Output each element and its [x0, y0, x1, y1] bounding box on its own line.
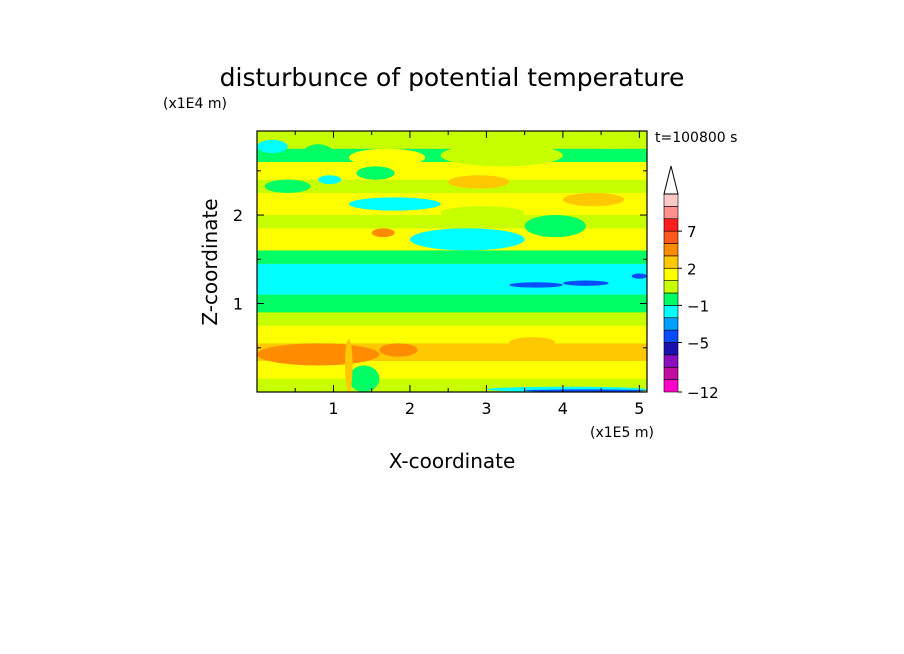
contour-band-5 [257, 294, 647, 313]
chart-title: disturbunce of potential temperature [220, 63, 685, 92]
contour-blob-18 [264, 179, 311, 193]
colorbar-swatch-1 [663, 366, 679, 380]
contour-band-6 [257, 263, 647, 295]
contour-blob-9 [631, 273, 647, 279]
contour-blob-23 [348, 148, 426, 167]
contour-blob-24 [440, 144, 563, 167]
colorbar-label: −12 [687, 384, 719, 402]
colorbar-extend-arrow [663, 165, 679, 195]
contour-blob-1 [379, 343, 418, 357]
y-tick-label-1: 1 [233, 295, 243, 314]
colorbar-swatch-3 [663, 342, 679, 356]
contour-band-12 [257, 161, 647, 180]
contour-band-4 [257, 312, 647, 326]
colorbar-swatch-5 [663, 317, 679, 331]
y-axis-label: Z-coordinate [198, 198, 222, 325]
contour-blob-16 [562, 192, 625, 207]
colorbar-swatch-2 [663, 354, 679, 368]
x-unit-label: (x1E5 m) [590, 425, 654, 441]
colorbar-swatch-8 [663, 280, 679, 294]
axes: 1 2 3 4 5 1 2 [233, 130, 648, 418]
contour-blob-7 [509, 282, 563, 288]
colorbar-label: 7 [687, 223, 697, 241]
contour-blob-14 [348, 197, 441, 211]
contour-blob-17 [448, 175, 510, 189]
contour-blob-26 [344, 338, 353, 392]
colorbar-swatch-7 [663, 292, 679, 306]
y-unit-label: (x1E4 m) [163, 96, 227, 112]
colorbar-swatch-9 [663, 267, 679, 281]
colorbar-swatch-15 [663, 193, 679, 207]
x-tick-label-1: 1 [328, 399, 338, 418]
colorbar-swatch-10 [663, 255, 679, 269]
x-axis-label: X-coordinate [389, 449, 516, 473]
colorbar-label: 2 [687, 260, 697, 278]
colorbar-label: −5 [687, 335, 709, 353]
colorbar-swatch-4 [663, 329, 679, 343]
contour-blob-2 [509, 337, 556, 348]
contour-band-10 [257, 192, 647, 216]
contour-blob-12 [409, 228, 525, 251]
contour-blob-22 [302, 144, 334, 162]
time-label: t=100800 s [655, 130, 737, 146]
x-tick-label-5: 5 [634, 399, 644, 418]
contour-blob-0 [257, 343, 380, 366]
contour-blob-25 [562, 131, 647, 149]
contour-field [257, 131, 647, 392]
contour-band-3 [257, 325, 647, 344]
colorbar-swatch-14 [663, 206, 679, 220]
plot-frame [256, 130, 648, 393]
x-tick-label-2: 2 [405, 399, 415, 418]
contour-band-7 [257, 250, 647, 264]
contour-blob-15 [440, 206, 525, 220]
contour-band-11 [257, 179, 647, 193]
contour-blob-19 [318, 175, 342, 185]
colorbar-label: −1 [687, 297, 709, 315]
colorbar-swatch-13 [663, 218, 679, 232]
colorbar-swatch-11 [663, 243, 679, 257]
contour-blob-20 [356, 166, 395, 180]
contour-blob-8 [562, 280, 609, 286]
x-tick-label-4: 4 [558, 399, 568, 418]
contour-blob-11 [371, 228, 395, 238]
x-tick-label-3: 3 [481, 399, 491, 418]
colorbar-swatch-12 [663, 230, 679, 244]
colorbar-swatch-0 [663, 379, 679, 393]
contour-blob-13 [524, 215, 586, 238]
contour-band-14 [257, 131, 647, 149]
contour-blob-21 [257, 139, 288, 154]
contour-blob-3 [601, 343, 647, 357]
colorbar: 7 2 −1 −5 −12 [663, 165, 719, 402]
contour-blob-4 [348, 365, 380, 392]
plot-area [257, 131, 647, 392]
contour-blob-6 [524, 389, 647, 392]
y-tick-label-2: 2 [233, 206, 243, 225]
colorbar-swatch-6 [663, 305, 679, 319]
